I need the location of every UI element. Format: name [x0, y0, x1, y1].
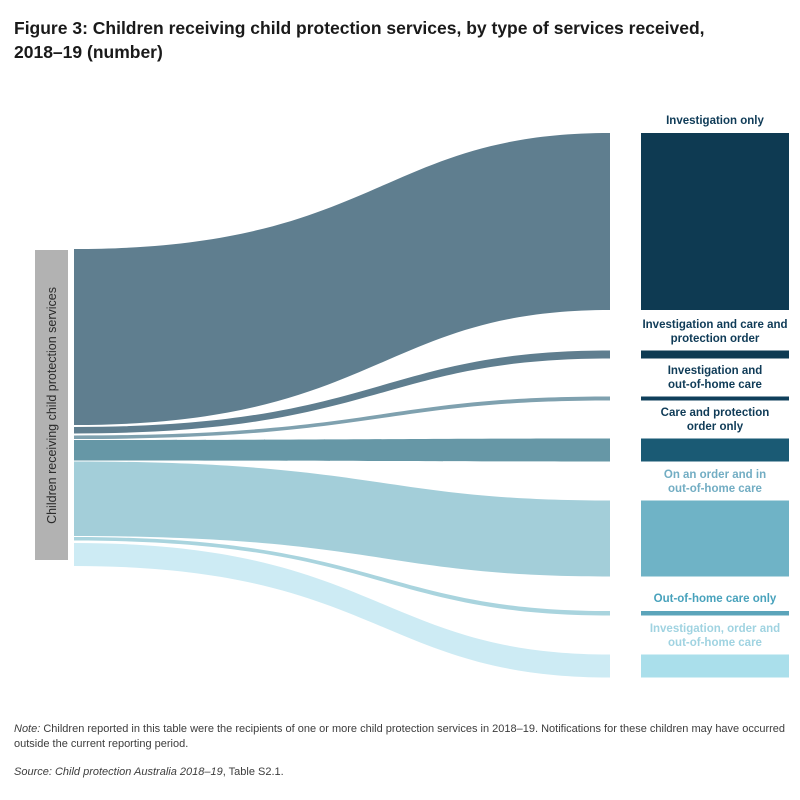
node-on-an-order-and-in-out-of-home-care — [641, 500, 789, 577]
node-investigation-only — [641, 133, 789, 310]
node-label-line: Investigation and — [667, 364, 763, 377]
source-text: Source: Child protection Australia 2018–… — [14, 766, 792, 778]
node-label-out-of-home-care-only: Out-of-home care only — [625, 592, 800, 606]
node-label-line: Care and protection — [660, 406, 770, 419]
node-label-investigation-and-care-and-protection-order: Investigation and care and protection ord… — [625, 318, 800, 346]
note-body: Children reported in this table were the… — [14, 723, 786, 750]
source-body: , Table S2.1. — [222, 766, 284, 778]
node-label-line: On an order and in — [663, 468, 767, 481]
node-investigation-and-out-of-home-care — [641, 396, 789, 401]
node-label-line: out-of-home care — [668, 482, 762, 495]
source-node-label: Children receiving child protection serv… — [44, 286, 59, 524]
note-label: Note: — [14, 723, 41, 735]
node-out-of-home-care-only — [641, 611, 789, 616]
node-label-investigation-and-out-of-home-care: Investigation and out-of-home care — [625, 364, 800, 392]
figure-title-line1: Figure 3: Children receiving child prote… — [14, 18, 705, 38]
node-label-care-and-protection-order-only: Care and protection order only — [625, 406, 800, 434]
flow-on-an-order-and-in-out-of-home-care — [74, 461, 610, 577]
source-label: Source: Child protection Australia 2018–… — [14, 766, 223, 778]
node-label-investigation-order-and-out-of-home-care: Investigation, order and out-of-home care — [625, 622, 800, 650]
node-label-on-an-order-and-in-out-of-home-care: On an order and in out-of-home care — [625, 468, 800, 496]
node-label-line: Out-of-home care only — [653, 593, 777, 605]
node-label-line: Investigation only — [666, 115, 764, 127]
figure-title-line2: 2018–19 (number) — [14, 42, 163, 62]
flow-investigation-and-out-of-home-care — [74, 396, 610, 439]
node-label-line: Investigation and care and — [642, 318, 788, 331]
node-investigation-order-and-out-of-home-care — [641, 654, 789, 678]
node-label-line: protection order — [670, 332, 760, 345]
note-text: Note: Children reported in this table we… — [14, 722, 792, 751]
node-care-and-protection-order-only — [641, 438, 789, 462]
flow-care-and-protection-order-only — [74, 438, 610, 462]
flow-investigation-only — [74, 133, 610, 425]
figure-title: Figure 3: Children receiving child prote… — [14, 16, 790, 64]
node-label-line: order only — [686, 420, 744, 433]
flow-investigation-order-and-out-of-home-care — [74, 543, 610, 678]
node-label-investigation-only: Investigation only — [625, 114, 800, 128]
node-label-line: Investigation, order and — [649, 622, 781, 635]
node-label-line: out-of-home care — [668, 378, 762, 391]
node-label-line: out-of-home care — [668, 636, 762, 649]
node-investigation-and-care-and-protection-order — [641, 350, 789, 359]
flow-investigation-and-care-and-protection-order — [74, 350, 610, 434]
source-node-bar: Children receiving child protection serv… — [35, 250, 68, 560]
